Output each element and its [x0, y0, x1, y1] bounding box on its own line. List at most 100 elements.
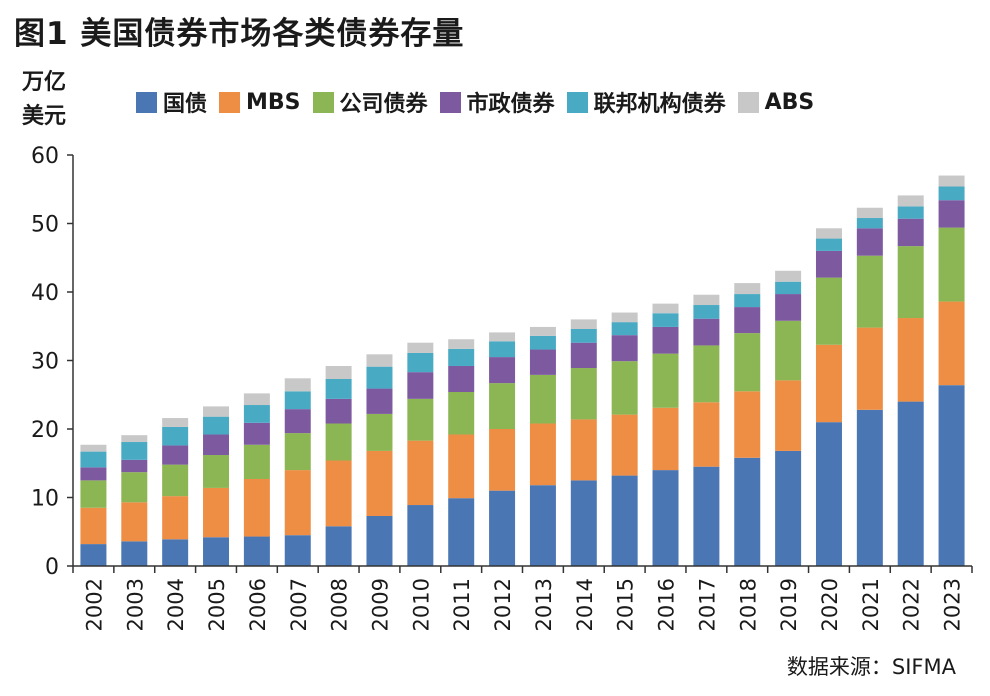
x-tick-label: 2013 — [532, 578, 556, 631]
bar-segment — [121, 435, 148, 443]
bar-segment — [448, 365, 475, 393]
x-tick-label: 2019 — [777, 578, 801, 631]
legend-label: 国债 — [163, 92, 208, 117]
bar-segment — [243, 393, 270, 406]
bar-segment — [489, 490, 516, 566]
bar-segment — [856, 409, 883, 566]
bar-segment — [611, 335, 638, 362]
bar-segment — [652, 313, 679, 327]
bar-segment — [652, 326, 679, 354]
bar-segment — [284, 470, 311, 536]
legend-item: 国债 — [136, 86, 207, 118]
bar-segment — [570, 328, 597, 343]
bar-segment — [815, 250, 842, 278]
y-unit-label-line2: 美元 — [22, 104, 67, 129]
x-tick-label: 2018 — [736, 578, 760, 631]
legend: 国债 MBS 公司债券 市政债券 联邦机构债券 ABS — [136, 86, 826, 118]
bar-segment — [121, 442, 148, 460]
bar-segment — [243, 405, 270, 423]
bar-segment — [203, 416, 230, 435]
bar-segment — [897, 318, 924, 402]
bar-segment — [529, 335, 556, 350]
y-tick-label: 20 — [31, 418, 59, 443]
bar-segment — [325, 378, 352, 399]
x-tick-label: 2015 — [614, 578, 638, 631]
bar-segment — [693, 318, 720, 346]
y-unit-label-line1: 万亿 — [22, 70, 67, 95]
bar-segment — [570, 480, 597, 566]
bar-segment — [570, 419, 597, 481]
bar-segment — [203, 455, 230, 488]
bar-segment — [243, 536, 270, 566]
legend-item: 市政债券 — [439, 86, 555, 118]
bar-segment — [366, 515, 393, 566]
data-source: 数据来源：SIFMA — [786, 655, 956, 679]
bar-segment — [570, 319, 597, 329]
bar-segment — [815, 344, 842, 423]
bar-segment — [162, 418, 189, 427]
bar-segment — [203, 406, 230, 417]
x-tick-label: 2023 — [941, 578, 965, 631]
bar-segment — [815, 422, 842, 566]
bar-segment — [897, 246, 924, 319]
bar-segment — [80, 507, 107, 545]
x-tick-label: 2014 — [573, 578, 597, 631]
bar-segment — [366, 388, 393, 414]
bar-segment — [856, 207, 883, 219]
y-tick-label: 50 — [31, 213, 59, 238]
bar-segment — [652, 303, 679, 314]
bar-segment — [489, 383, 516, 429]
bar-segment — [815, 228, 842, 239]
bar-segment — [489, 341, 516, 358]
bar-segment — [693, 402, 720, 467]
bar-segment — [570, 368, 597, 420]
bar-segment — [203, 487, 230, 538]
x-tick-label: 2009 — [368, 578, 392, 631]
y-tick-label: 0 — [45, 555, 59, 580]
bar-segment — [243, 444, 270, 480]
x-tick-label: 2017 — [695, 578, 719, 631]
bar-segment — [775, 450, 802, 566]
bar-segment — [407, 342, 434, 353]
bar-segment — [775, 320, 802, 381]
bar-segment — [529, 485, 556, 566]
chart-title: 图1 美国债券市场各类债券存量 — [14, 16, 465, 52]
bar-segment — [611, 414, 638, 476]
x-tick-label: 2007 — [287, 578, 311, 631]
legend-swatch — [219, 91, 241, 113]
legend-swatch — [312, 91, 334, 113]
bar-segment — [734, 333, 761, 392]
bar-segment — [203, 537, 230, 566]
x-tick-label: 2008 — [328, 578, 352, 631]
bar-segment — [448, 498, 475, 566]
legend-label: ABS — [764, 89, 815, 115]
bar-segment — [121, 541, 148, 566]
bar-segment — [203, 434, 230, 456]
bar-segment — [775, 380, 802, 451]
bar-segment — [734, 283, 761, 295]
bar-segment — [407, 398, 434, 441]
bar-segment — [938, 200, 965, 228]
bar-segment — [652, 470, 679, 566]
legend-swatch — [136, 91, 157, 113]
bar-segment — [938, 301, 965, 386]
bar-segment — [489, 357, 516, 384]
bar-segment — [325, 365, 352, 379]
x-tick-label: 2021 — [859, 578, 883, 631]
bar-segment — [489, 429, 516, 491]
bar-segment — [734, 294, 761, 308]
y-tick-label: 40 — [31, 281, 59, 306]
legend-swatch — [439, 91, 461, 113]
bar-segment — [856, 327, 883, 410]
bar-segment — [325, 526, 352, 566]
x-tick-label: 2002 — [82, 578, 106, 631]
bar-segment — [162, 464, 189, 497]
bar-segment — [734, 391, 761, 458]
bar-segment — [407, 352, 434, 373]
bar-segment — [366, 450, 393, 516]
bar-segment — [734, 457, 761, 566]
bar-segment — [162, 445, 189, 465]
bar-segment — [80, 480, 107, 508]
bar-segment — [121, 502, 148, 542]
